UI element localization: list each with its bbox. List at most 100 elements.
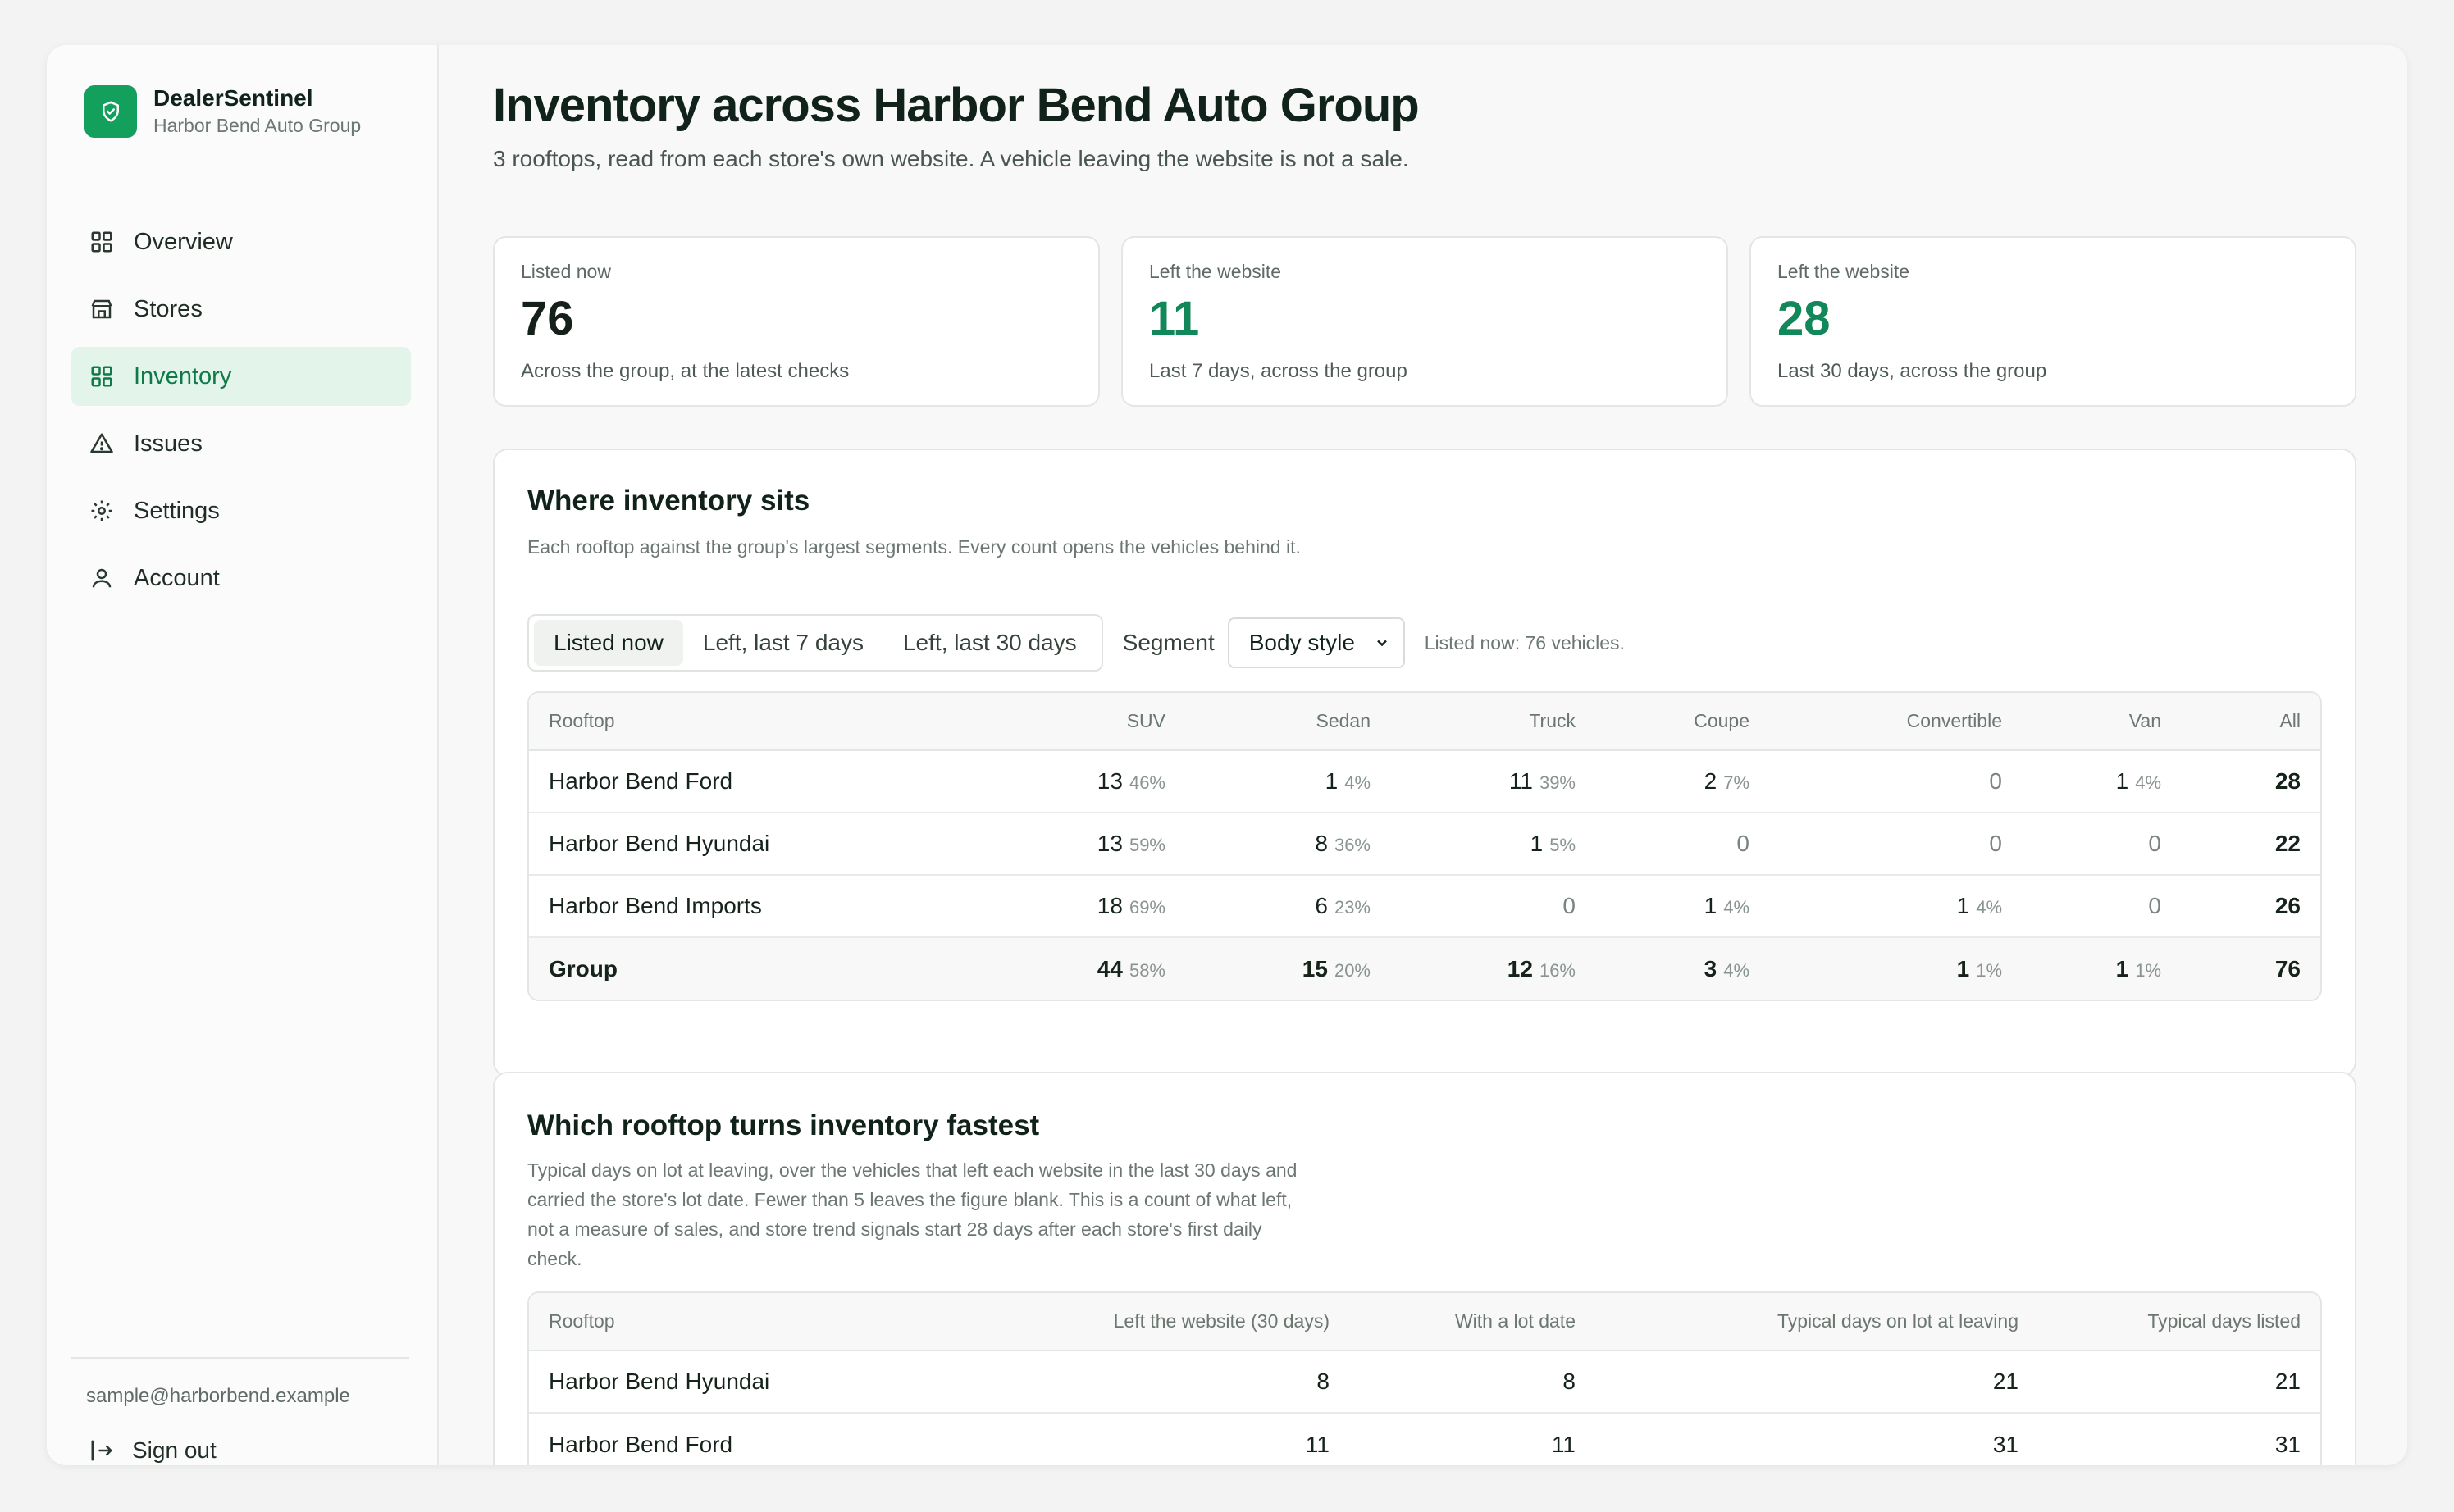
- segment-count-cell[interactable]: 12 16%: [1390, 937, 1595, 1000]
- stat-label: Left the website: [1777, 261, 1910, 282]
- segment-select[interactable]: Body style: [1227, 617, 1405, 668]
- segment-count-cell[interactable]: 44 58%: [988, 937, 1185, 1000]
- share-percent: 46%: [1129, 772, 1165, 793]
- share-percent: 7%: [1723, 772, 1749, 793]
- segment-count-cell[interactable]: 1 4%: [1769, 875, 2022, 938]
- rooftop-name: Group: [529, 937, 988, 1000]
- stat-card-listed-now: Listed now 76 Across the group, at the l…: [493, 236, 1100, 407]
- column-header: SUV: [988, 693, 1185, 751]
- segment-count-cell[interactable]: 8 36%: [1185, 813, 1390, 876]
- segment-count-cell[interactable]: 13 59%: [988, 813, 1185, 876]
- column-header: Rooftop: [529, 693, 988, 751]
- metric-cell: 8: [1021, 1350, 1349, 1414]
- count-value: 1: [1704, 893, 1717, 918]
- sign-out-icon: [91, 1440, 113, 1461]
- count-value: 0: [1989, 768, 2002, 794]
- segment-count-cell: 0: [2022, 813, 2181, 876]
- page-title: Inventory across Harbor Bend Auto Group: [493, 79, 1420, 132]
- metric-cell: 31: [1992, 1431, 2018, 1457]
- sidebar-item-settings[interactable]: Settings: [71, 481, 411, 540]
- share-percent: 23%: [1334, 897, 1371, 918]
- stat-value: 11: [1149, 292, 1200, 345]
- metric-cell: 11: [1551, 1431, 1576, 1457]
- segment-count-cell[interactable]: 13 46%: [988, 750, 1185, 813]
- column-header: Convertible: [1769, 693, 2022, 751]
- stat-card-left-7-days: Left the website 11 Last 7 days, across …: [1121, 236, 1728, 407]
- count-value: 8: [1315, 831, 1328, 856]
- column-header: All: [2181, 693, 2320, 751]
- sidebar-item-overview[interactable]: Overview: [71, 212, 411, 271]
- column-header: Sedan: [1185, 693, 1390, 751]
- segment-count-cell[interactable]: 11 39%: [1390, 750, 1595, 813]
- segment-count-cell[interactable]: 3 4%: [1595, 937, 1769, 1000]
- content-clip: Inventory across Harbor Bend Auto Group …: [47, 45, 2407, 1465]
- sidebar-item-issues[interactable]: Issues: [71, 414, 411, 473]
- table-header-row: Rooftop SUV Sedan Truck Coupe Convertibl…: [529, 693, 2320, 751]
- listed-count-hint: Listed now: 76 vehicles.: [1424, 631, 1625, 654]
- segment-count-cell[interactable]: 15 20%: [1185, 937, 1390, 1000]
- count-value: 1: [1956, 893, 1970, 918]
- table-row-group-total[interactable]: Group 44 58% 15 20% 12 16% 3 4% 1 1% 1 1% 76: [529, 937, 2320, 1000]
- stat-card-left-30-days: Left the website 28 Last 30 days, across…: [1749, 236, 2356, 407]
- sidebar: DealerSentinel Harbor Bend Auto Group Ov…: [47, 45, 439, 1465]
- stat-label: Listed now: [521, 261, 611, 282]
- segment-label: Segment: [1122, 630, 1215, 655]
- column-header: Typical days on lot at leaving: [1595, 1293, 2038, 1351]
- column-header: Coupe: [1595, 693, 1769, 751]
- brand: DealerSentinel Harbor Bend Auto Group: [84, 84, 361, 139]
- count-value: 2: [1704, 768, 1717, 794]
- page-subtitle: 3 rooftops, read from each store's own w…: [493, 146, 1409, 171]
- tab-left-7-days[interactable]: Left, last 7 days: [702, 630, 864, 655]
- segment-count-cell: 0: [1769, 750, 2022, 813]
- segment-count-cell[interactable]: 6 23%: [1185, 875, 1390, 938]
- sidebar-item-label: Settings: [134, 497, 220, 524]
- card-description: Each rooftop against the group's largest…: [527, 536, 1301, 558]
- sidebar-item-stores[interactable]: Stores: [71, 280, 411, 339]
- segment-count-cell[interactable]: 18 69%: [988, 875, 1185, 938]
- row-total[interactable]: 22: [2181, 813, 2320, 876]
- tab-left-30-days[interactable]: Left, last 30 days: [902, 630, 1077, 655]
- metric-cell: 8: [1349, 1350, 1595, 1414]
- share-percent: 4%: [1723, 897, 1749, 918]
- share-percent: 4%: [1723, 959, 1749, 981]
- sidebar-item-account[interactable]: Account: [71, 549, 411, 608]
- share-percent: 69%: [1129, 897, 1165, 918]
- table-row[interactable]: Harbor Bend Ford 13 46% 1 4% 11 39% 2 7% 0 1 4% 28: [529, 750, 2320, 813]
- grid-icon: [91, 231, 112, 253]
- brand-subtitle: Harbor Bend Auto Group: [153, 115, 362, 136]
- segment-count-cell[interactable]: 1 4%: [1185, 750, 1390, 813]
- share-percent: 4%: [1976, 897, 2002, 918]
- sidebar-item-inventory[interactable]: Inventory: [71, 347, 411, 406]
- segment-count-cell[interactable]: 1 1%: [2022, 937, 2181, 1000]
- count-value: 1: [2115, 768, 2129, 794]
- where-inventory-sits-card: Where inventory sits Each rooftop agains…: [493, 449, 2356, 1077]
- row-total[interactable]: 26: [2181, 875, 2320, 938]
- stat-value: 28: [1777, 292, 1831, 345]
- table-row[interactable]: Harbor Bend Ford 11 11 31 31: [529, 1413, 2320, 1465]
- segment-count-cell[interactable]: 1 4%: [1595, 875, 1769, 938]
- share-percent: 16%: [1539, 959, 1576, 981]
- warning-icon: [90, 433, 113, 453]
- segment-count-cell[interactable]: 1 1%: [1769, 937, 2022, 1000]
- chevron-down-icon: [1376, 640, 1387, 647]
- table-row[interactable]: Harbor Bend Imports 18 69% 6 23% 0 1 4% 1 4% 0 26: [529, 875, 2320, 938]
- table-row[interactable]: Harbor Bend Hyundai 13 59% 8 36% 1 5% 0 0 0 22: [529, 813, 2320, 876]
- count-value: 0: [2148, 831, 2161, 856]
- stat-note: Last 30 days, across the group: [1777, 360, 2047, 382]
- sign-out-button[interactable]: Sign out: [71, 1437, 409, 1464]
- segment-select-value: Body style: [1248, 630, 1355, 655]
- segment-count-cell[interactable]: 1 4%: [2022, 750, 2181, 813]
- row-total[interactable]: 76: [2181, 937, 2320, 1000]
- card-description: Typical days on lot at leaving, over the…: [527, 1159, 1298, 1269]
- segment-count-cell[interactable]: 2 7%: [1595, 750, 1769, 813]
- count-value: 0: [1989, 831, 2002, 856]
- count-value: 0: [1562, 893, 1576, 918]
- view-tabs: Listed now Left, last 7 days Left, last …: [527, 614, 1103, 672]
- tab-listed-now[interactable]: Listed now: [534, 620, 683, 666]
- row-total[interactable]: 28: [2181, 750, 2320, 813]
- segment-count-cell[interactable]: 1 5%: [1390, 813, 1595, 876]
- sidebar-footer: sample@harborbend.example Sign out: [71, 1357, 409, 1464]
- user-icon: [92, 568, 112, 588]
- rooftop-name: Harbor Bend Hyundai: [529, 813, 988, 876]
- table-row[interactable]: Harbor Bend Hyundai 8 8 21 21: [529, 1350, 2320, 1414]
